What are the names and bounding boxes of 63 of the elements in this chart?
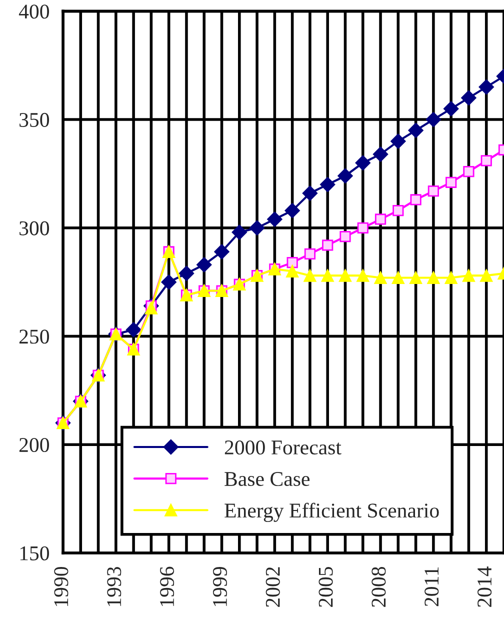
x-tick-label: 2008 [372, 566, 386, 607]
point [232, 224, 247, 240]
point [427, 271, 440, 284]
point [284, 202, 300, 218]
legend-label: 2000 Forecast [224, 440, 342, 454]
y-tick-label: 400 [18, 4, 50, 19]
point [338, 269, 352, 282]
point [286, 264, 299, 278]
point [357, 222, 368, 234]
y-tick-label: 350 [20, 112, 50, 127]
point [428, 186, 439, 197]
x-tick-label: 2011 [424, 567, 439, 606]
x-tick-label: 1993 [107, 566, 122, 606]
point [444, 101, 459, 116]
point [249, 220, 265, 236]
point [196, 257, 212, 272]
point [463, 166, 474, 178]
x-tick-label: 1999 [212, 567, 227, 606]
point [320, 176, 336, 192]
point [286, 257, 298, 268]
y-tick-label: 150 [20, 546, 50, 560]
y-tick-label: 250 [19, 330, 50, 344]
point [410, 271, 422, 284]
point [304, 248, 316, 260]
point [374, 214, 386, 225]
point [214, 244, 230, 260]
point [178, 266, 194, 281]
point [374, 271, 387, 284]
point [446, 176, 457, 188]
point [390, 134, 406, 149]
x-tick-label: 2002 [266, 567, 280, 607]
point [478, 79, 494, 95]
x-tick-label: 2005 [318, 566, 333, 607]
point [267, 212, 282, 227]
point [480, 155, 492, 166]
point [144, 302, 158, 314]
point [355, 155, 370, 170]
x-tick-label: 1996 [160, 566, 174, 606]
point [372, 146, 388, 162]
point [340, 231, 351, 242]
point [302, 186, 318, 201]
point [392, 271, 404, 284]
point [462, 269, 475, 282]
point [408, 122, 424, 138]
legend-label: Base Case [224, 472, 310, 486]
point [410, 194, 422, 206]
point [322, 240, 334, 251]
point [480, 269, 493, 282]
point [461, 90, 476, 106]
y-tick-label: 200 [19, 438, 50, 452]
x-tick-label: 2014 [478, 566, 492, 607]
point [356, 269, 370, 282]
point [338, 168, 353, 184]
point [321, 269, 334, 282]
point [392, 205, 404, 216]
legend-label: Energy Efficient Scenario [224, 502, 439, 522]
x-tick-label: 1990 [54, 566, 68, 606]
point [126, 322, 142, 338]
point [304, 269, 316, 282]
point [426, 112, 442, 128]
point [444, 271, 458, 284]
point [161, 274, 176, 290]
y-tick-label: 300 [20, 221, 50, 236]
